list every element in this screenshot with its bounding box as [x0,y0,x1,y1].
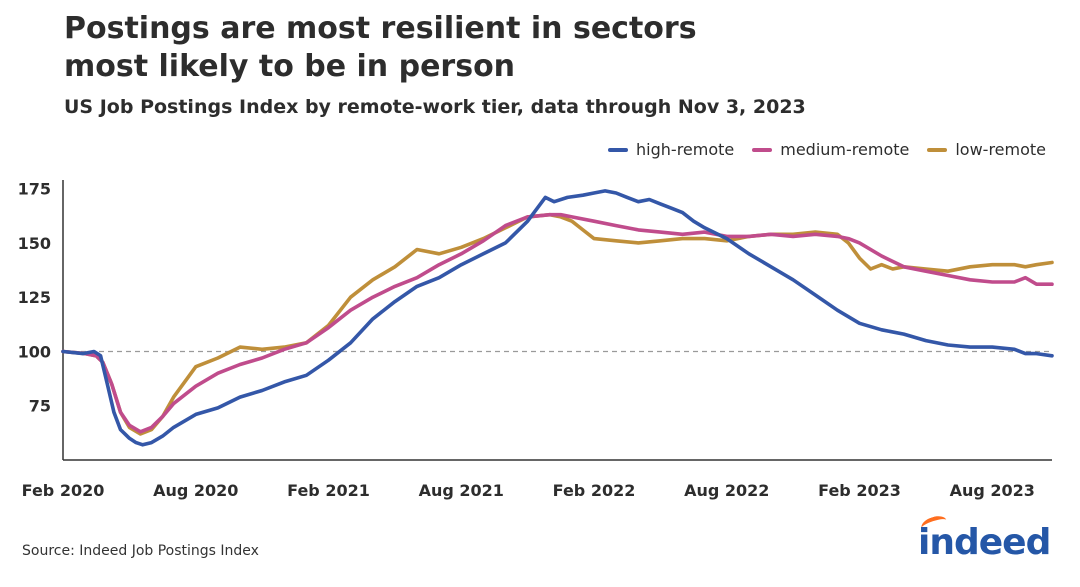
indeed-logo: indeed [918,522,1051,563]
source-note: Source: Indeed Job Postings Index [22,543,259,559]
x-tick-label-3: Aug 2021 [419,481,504,500]
title-line-1: Postings are most resilient in sectors [64,11,697,46]
legend-label-low-remote: low-remote [955,140,1046,159]
x-tick-label-7: Aug 2023 [950,481,1035,500]
x-tick-label-4: Feb 2022 [553,481,636,500]
series-line-high-remote [61,189,1054,447]
legend-item-medium-remote: medium-remote [752,140,909,159]
series-line-medium-remote [61,212,1054,434]
x-tick-label-0: Feb 2020 [22,481,105,500]
chart-title: Postings are most resilient in sectors m… [64,10,697,86]
legend: high-remote medium-remote low-remote [608,140,1046,159]
x-tick-label-5: Aug 2022 [684,481,769,500]
y-tick-label-75: 75 [29,397,51,416]
y-tick-label-175: 175 [18,180,51,199]
y-tick-label-125: 125 [18,288,51,307]
x-tick-label-6: Feb 2023 [818,481,901,500]
title-line-2: most likely to be in person [64,49,516,84]
x-tick-label-1: Aug 2020 [153,481,238,500]
y-tick-label-100: 100 [18,342,51,361]
y-tick-label-150: 150 [18,234,51,253]
chart-subtitle: US Job Postings Index by remote-work tie… [64,96,806,118]
legend-label-medium-remote: medium-remote [780,140,910,159]
legend-item-low-remote: low-remote [927,140,1046,159]
legend-label-high-remote: high-remote [636,140,735,159]
legend-swatch-high-remote [608,147,629,152]
x-tick-label-2: Feb 2021 [287,481,370,500]
legend-swatch-low-remote [927,147,948,152]
legend-swatch-medium-remote [752,147,773,152]
legend-item-high-remote: high-remote [608,140,734,159]
series-line-low-remote [61,212,1054,436]
